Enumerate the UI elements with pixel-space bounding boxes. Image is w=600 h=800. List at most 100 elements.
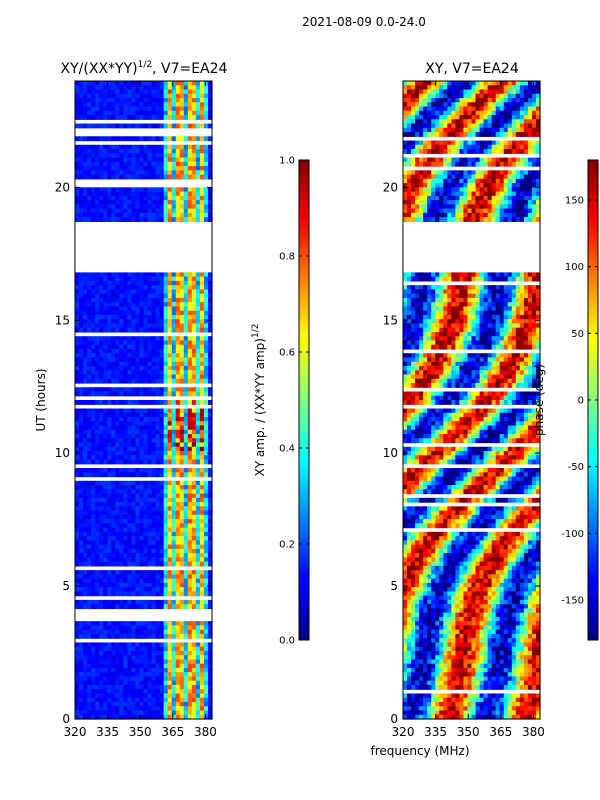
heatmap-cell bbox=[79, 633, 84, 639]
heatmap-cell bbox=[175, 548, 181, 554]
heatmap-cell bbox=[127, 693, 133, 699]
heatmap-cell bbox=[407, 174, 412, 180]
heatmap-cell bbox=[111, 204, 116, 210]
heatmap-cell bbox=[191, 485, 197, 490]
heatmap-cell bbox=[159, 370, 165, 376]
heatmap-cell bbox=[91, 161, 96, 167]
heatmap-cell bbox=[447, 178, 452, 184]
heatmap-cell bbox=[187, 136, 193, 142]
heatmap-cell bbox=[79, 701, 84, 707]
heatmap-cell bbox=[127, 98, 133, 103]
heatmap-cell bbox=[203, 102, 209, 108]
heatmap-row bbox=[75, 570, 213, 575]
heatmap-cell bbox=[75, 361, 80, 367]
heatmap-cell bbox=[91, 480, 96, 486]
heatmap-cell bbox=[159, 582, 165, 588]
heatmap-cell bbox=[171, 191, 177, 197]
heatmap-cell bbox=[155, 353, 161, 359]
heatmap-row bbox=[403, 102, 541, 108]
heatmap-cell bbox=[151, 493, 157, 499]
heatmap-cell bbox=[203, 676, 209, 682]
heatmap-cell bbox=[111, 344, 116, 350]
heatmap-cell bbox=[135, 502, 141, 507]
heatmap-cell bbox=[103, 153, 108, 159]
heatmap-cell bbox=[167, 446, 173, 452]
heatmap-cell bbox=[95, 208, 100, 214]
heatmap-cell bbox=[75, 697, 80, 703]
heatmap-cell bbox=[83, 187, 88, 193]
heatmap-cell bbox=[91, 378, 96, 384]
heatmap-cell bbox=[191, 633, 197, 639]
heatmap-cell bbox=[171, 493, 177, 499]
heatmap-cell bbox=[143, 485, 149, 490]
heatmap-cell bbox=[171, 302, 177, 308]
heatmap-cell bbox=[463, 81, 469, 86]
heatmap-cell bbox=[167, 353, 173, 359]
heatmap-cell bbox=[119, 378, 124, 384]
heatmap-cell bbox=[175, 582, 181, 588]
heatmap-cell bbox=[115, 361, 120, 367]
heatmap-cell bbox=[435, 85, 440, 91]
heatmap-cell bbox=[155, 629, 161, 635]
heatmap-cell bbox=[143, 667, 149, 673]
heatmap-cell bbox=[83, 446, 88, 452]
heatmap-cell bbox=[123, 115, 128, 120]
heatmap-cell bbox=[159, 93, 165, 99]
heatmap-cell bbox=[131, 633, 137, 639]
heatmap-cell bbox=[167, 421, 173, 427]
heatmap-cell bbox=[187, 697, 193, 703]
heatmap-cell bbox=[103, 434, 108, 439]
heatmap-cell bbox=[87, 421, 92, 427]
heatmap-cell bbox=[495, 123, 501, 129]
heatmap-cell bbox=[187, 438, 193, 444]
heatmap-cell bbox=[175, 361, 181, 367]
heatmap-row bbox=[75, 519, 213, 524]
heatmap-cell bbox=[419, 85, 424, 91]
heatmap-cell bbox=[203, 89, 209, 95]
heatmap-cell bbox=[115, 314, 120, 320]
heatmap-cell bbox=[419, 161, 424, 167]
heatmap-cell bbox=[163, 663, 169, 669]
heatmap-cell bbox=[431, 123, 436, 129]
heatmap-cell bbox=[115, 93, 120, 99]
heatmap-cell bbox=[139, 536, 145, 541]
heatmap-cell bbox=[183, 621, 189, 627]
heatmap-cell bbox=[171, 208, 177, 214]
heatmap-cell bbox=[99, 544, 104, 550]
heatmap-cell bbox=[139, 497, 145, 503]
heatmap-cell bbox=[195, 285, 201, 291]
heatmap-cell bbox=[207, 434, 213, 439]
heatmap-cell bbox=[95, 663, 100, 669]
heatmap-cell bbox=[155, 472, 161, 478]
heatmap-cell bbox=[107, 106, 112, 112]
heatmap-cell bbox=[199, 680, 205, 686]
heatmap-cell bbox=[111, 646, 116, 652]
heatmap-cell bbox=[447, 115, 452, 120]
heatmap-cell bbox=[95, 149, 100, 154]
heatmap-cell bbox=[191, 489, 197, 495]
heatmap-cell bbox=[143, 93, 149, 99]
heatmap-cell bbox=[79, 667, 84, 673]
heatmap-cell bbox=[79, 480, 84, 486]
heatmap-cell bbox=[203, 408, 209, 414]
heatmap-cell bbox=[111, 166, 116, 171]
heatmap-cell bbox=[103, 587, 108, 592]
colorbar-tick-label: 0.0 bbox=[279, 636, 295, 647]
heatmap-cell bbox=[199, 285, 205, 291]
heatmap-cell bbox=[139, 434, 145, 439]
heatmap-cell bbox=[147, 701, 153, 707]
heatmap-cell bbox=[87, 604, 92, 610]
heatmap-cell bbox=[175, 191, 181, 197]
heatmap-cell bbox=[515, 106, 521, 112]
heatmap-cell bbox=[131, 285, 137, 291]
heatmap-cell bbox=[99, 621, 104, 627]
heatmap-cell bbox=[103, 361, 108, 367]
heatmap-cell bbox=[143, 480, 149, 486]
heatmap-cell bbox=[99, 217, 104, 222]
heatmap-cell bbox=[167, 297, 173, 303]
heatmap-cell bbox=[447, 127, 452, 133]
heatmap-cell bbox=[155, 582, 161, 588]
heatmap-cell bbox=[195, 425, 201, 431]
heatmap-cell bbox=[159, 684, 165, 690]
heatmap-cell bbox=[115, 374, 120, 380]
